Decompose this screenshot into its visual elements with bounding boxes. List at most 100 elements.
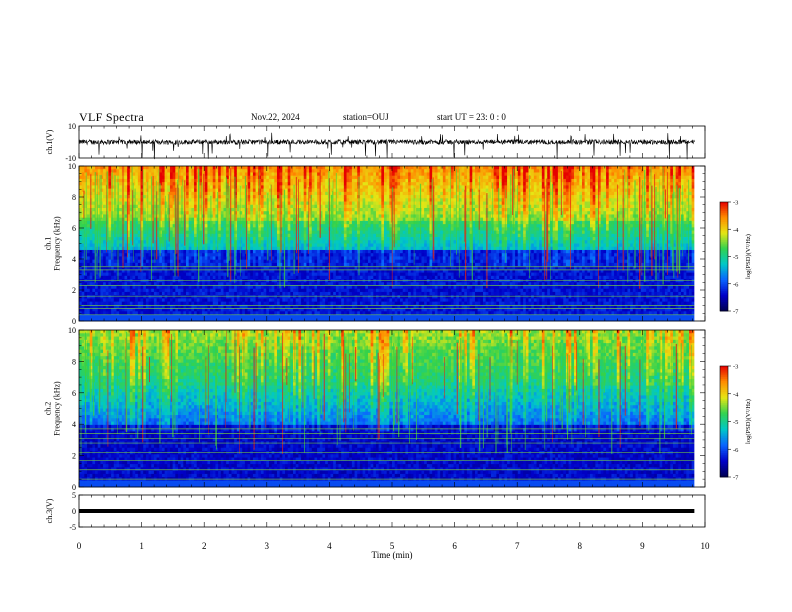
spectrogram-cell (237, 227, 240, 231)
spectrogram-cell (344, 218, 347, 222)
spectrogram-cell (181, 179, 184, 183)
spectrogram-cell (82, 179, 85, 183)
spectrogram-cell (322, 208, 325, 212)
spectrogram-cell (237, 244, 240, 248)
spectrogram-cell (191, 211, 194, 215)
spectrogram-cell (138, 221, 141, 225)
spectrogram-cell (133, 298, 136, 302)
spectrogram-cell (240, 221, 243, 225)
spectrogram-cell (240, 169, 243, 173)
spectrogram-cell (221, 176, 224, 180)
spectrogram-cell (119, 189, 122, 193)
spectrogram-cell (103, 256, 106, 260)
spectrogram-cell (349, 247, 352, 251)
spectrogram-cell (264, 227, 267, 231)
spectrogram-cell (325, 240, 328, 244)
spectrogram-cell (290, 302, 293, 306)
spectrogram-cell (170, 202, 173, 206)
spectrogram-cell (79, 221, 82, 225)
spectrogram-cell (232, 221, 235, 225)
spectrogram-cell (250, 221, 253, 225)
spectrogram-cell (288, 227, 291, 231)
spectrogram-cell (301, 244, 304, 248)
spectrogram-cell (135, 172, 138, 176)
spectrogram-cell (108, 214, 111, 218)
spectrogram-cell (165, 221, 168, 225)
spectrogram-cell (237, 172, 240, 176)
spectrogram-cell (314, 289, 317, 293)
spectrogram-cell (333, 289, 336, 293)
spectrogram-cell (124, 289, 127, 293)
spectrogram-cell (264, 240, 267, 244)
spectrogram-cell (124, 182, 127, 186)
spectrogram-cell (317, 302, 320, 306)
spectrogram-cell (199, 227, 202, 231)
spectrogram-cell (202, 292, 205, 296)
spectrogram-cell (293, 292, 296, 296)
spectrogram-cell (165, 224, 168, 228)
spectrogram-cell (167, 166, 170, 170)
spectrogram-cell (119, 260, 122, 264)
spectrogram-cell (207, 298, 210, 302)
spectrogram-cell (199, 302, 202, 306)
spectrogram-cell (87, 247, 90, 251)
spectrogram-cell (272, 189, 275, 193)
spectrogram-cell (261, 211, 264, 215)
spectrogram-cell (111, 214, 114, 218)
spectrogram-cell (341, 172, 344, 176)
spectrogram-cell (288, 218, 291, 222)
spectrogram-cell (242, 214, 245, 218)
spectrogram-cell (114, 169, 117, 173)
spectrogram-cell (328, 311, 331, 315)
spectrogram-cell (146, 234, 149, 238)
spectrogram-cell (191, 179, 194, 183)
spectrogram-cell (272, 182, 275, 186)
spectrogram-cell (325, 227, 328, 231)
spectrogram-cell (100, 250, 103, 254)
spectrogram-cell (339, 256, 342, 260)
spectrogram-cell (344, 176, 347, 180)
spectrogram-cell (344, 234, 347, 238)
spectrogram-cell (191, 172, 194, 176)
spectrogram-cell (207, 311, 210, 315)
spectrogram-cell (309, 172, 312, 176)
spectrogram-cell (277, 169, 280, 173)
spectrogram-cell (146, 302, 149, 306)
spectrogram-cell (205, 234, 208, 238)
spectrogram-cell (253, 182, 256, 186)
spectrogram-cell (100, 237, 103, 241)
spectrogram-cell (183, 292, 186, 296)
spectrogram-cell (272, 211, 275, 215)
spectrogram-cell (237, 234, 240, 238)
spectrogram-cell (146, 298, 149, 302)
spectrogram-cell (181, 224, 184, 228)
spectrogram-cell (325, 192, 328, 196)
spectrogram-cell (111, 260, 114, 264)
spectrogram-cell (312, 247, 315, 251)
spectrogram-cell (170, 192, 173, 196)
spectrogram-cell (339, 166, 342, 170)
spectrogram-cell (237, 166, 240, 170)
spectrogram-cell (285, 263, 288, 267)
spectrogram-cell (183, 298, 186, 302)
spectrogram-cell (250, 295, 253, 299)
spectrogram-cell (264, 176, 267, 180)
spectrogram-cell (258, 263, 261, 267)
spectrogram-cell (322, 292, 325, 296)
spectrogram-cell (333, 182, 336, 186)
spectrogram-cell (207, 195, 210, 199)
spectrogram-cell (309, 289, 312, 293)
spectrogram-cell (333, 211, 336, 215)
spectrogram-cell (170, 273, 173, 277)
spectrogram-cell (108, 198, 111, 202)
spectrogram-cell (79, 295, 82, 299)
spectrogram-cell (282, 179, 285, 183)
spectrogram-cell (285, 208, 288, 212)
spectrogram-cell (199, 250, 202, 254)
spectrogram-cell (253, 211, 256, 215)
spectrogram-cell (175, 166, 178, 170)
spectrogram-cell (178, 166, 181, 170)
spectrogram-cell (186, 172, 189, 176)
spectrogram-cell (293, 234, 296, 238)
spectrogram-cell (306, 244, 309, 248)
